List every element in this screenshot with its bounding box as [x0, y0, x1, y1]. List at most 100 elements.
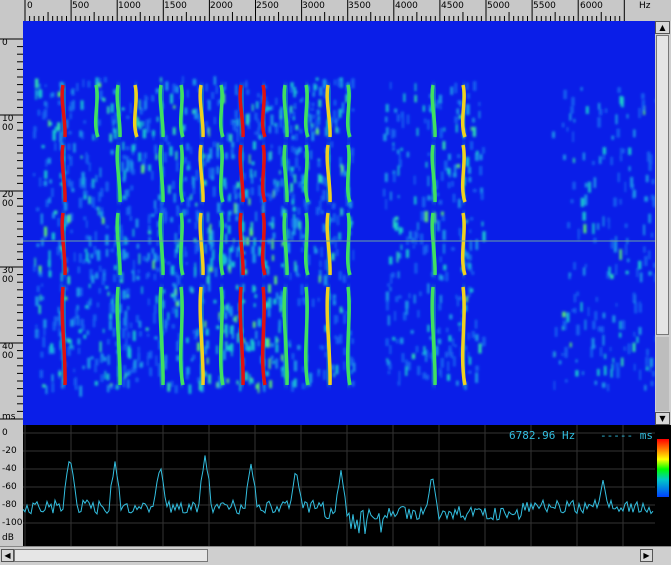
freq-tick-label: 3500 — [348, 1, 371, 11]
formant-stroke — [463, 145, 465, 202]
spectrogram-speckle — [425, 245, 428, 253]
spectrogram-speckle — [228, 225, 231, 233]
spectrogram-speckle — [570, 342, 572, 347]
spectrogram-speckle — [170, 94, 173, 104]
spectrogram-speckle — [616, 362, 619, 367]
spectrogram-speckle — [37, 331, 40, 339]
spectrogram-speckle — [298, 208, 300, 215]
spectrogram-speckle — [469, 229, 471, 233]
spectrogram-speckle — [125, 318, 127, 325]
spectrogram-speckle — [84, 120, 86, 123]
spectrogram-speckle — [448, 348, 451, 352]
vertical-scroll-thumb[interactable] — [656, 35, 669, 335]
spectrogram-speckle — [126, 116, 129, 119]
scroll-right-button[interactable]: ▶ — [640, 549, 653, 562]
spectrogram-speckle — [448, 154, 451, 160]
spectrogram-speckle — [448, 182, 450, 188]
vertical-scrollbar[interactable]: ▲ ▼ — [655, 21, 671, 425]
spectrogram-speckle — [253, 321, 256, 327]
spectrogram-speckle — [274, 276, 277, 285]
spectrogram-speckle — [604, 354, 606, 359]
spectrogram-speckle — [171, 293, 174, 297]
spectrogram-speckle — [188, 219, 190, 222]
spectrogram-speckle — [127, 372, 130, 375]
spectrogram-speckle — [127, 295, 129, 298]
spectrogram-speckle — [295, 157, 298, 167]
spectrogram-speckle — [571, 199, 574, 203]
spectrogram-speckle — [610, 274, 613, 279]
scroll-up-button[interactable]: ▲ — [655, 21, 670, 34]
spectrogram-speckle — [445, 352, 448, 358]
spectrogram-speckle — [167, 262, 170, 265]
spectrogram-speckle — [633, 343, 636, 352]
spectrogram-speckle — [650, 358, 653, 367]
spectrogram-speckle — [35, 89, 37, 100]
spectrogram-speckle — [633, 129, 635, 137]
spectrogram-speckle — [83, 216, 86, 220]
spectrogram-speckle — [105, 182, 108, 192]
spectrogram-speckle — [572, 309, 575, 313]
spectrogram-speckle — [597, 117, 600, 127]
spectrogram-speckle — [472, 331, 475, 338]
spectrogram-speckle — [470, 240, 472, 250]
spectrogram-speckle — [138, 152, 141, 161]
spectrogram-speckle — [634, 364, 636, 371]
vertical-scroll-track[interactable] — [656, 337, 669, 411]
spectrogram-speckle — [599, 156, 601, 164]
spectrogram-speckle — [415, 83, 417, 91]
spectrogram-speckle — [163, 208, 166, 214]
spectrogram-speckle — [269, 222, 272, 225]
spectrogram-speckle — [409, 293, 411, 298]
spectrogram-speckle — [251, 379, 254, 383]
spectrogram-speckle — [194, 267, 196, 276]
spectrogram-speckle — [80, 288, 83, 296]
spectrogram-speckle — [89, 284, 91, 288]
spectrogram-speckle — [67, 214, 70, 223]
spectrogram-speckle — [130, 370, 132, 374]
spectrogram-speckle — [318, 298, 320, 302]
spectrogram-speckle — [469, 177, 472, 182]
spectrogram-speckle — [292, 135, 295, 140]
spectrogram-speckle — [583, 267, 585, 275]
spectrogram-speckle — [68, 154, 70, 160]
spectrogram-speckle — [44, 181, 47, 186]
spectrum-slice-view[interactable]: 6782.96 Hz ----- ms — [23, 425, 655, 546]
spectrogram-speckle — [585, 320, 587, 330]
spectrogram-speckle — [130, 216, 132, 221]
spectrogram-speckle — [88, 196, 90, 204]
spectrogram-view[interactable] — [23, 21, 655, 425]
spectrogram-speckle — [110, 305, 113, 311]
spectrogram-speckle — [339, 109, 342, 118]
spectrogram-speckle — [605, 108, 607, 113]
scroll-left-button[interactable]: ◀ — [1, 549, 14, 562]
freq-tick-label: 2500 — [256, 1, 279, 11]
spectrogram-speckle — [334, 236, 337, 241]
time-tick-label: 1000 — [2, 115, 16, 133]
spectrogram-speckle — [148, 272, 150, 277]
spectrogram-speckle — [148, 253, 150, 260]
spectrogram-speckle — [646, 349, 649, 356]
spectrogram-speckle — [42, 145, 45, 148]
spectrogram-speckle — [100, 211, 103, 217]
horizontal-scroll-thumb[interactable] — [14, 549, 208, 562]
spectrogram-speckle — [411, 330, 414, 334]
spectrogram-speckle — [299, 221, 302, 230]
spectrogram-speckle — [647, 152, 650, 162]
spectrogram-speckle — [268, 284, 271, 293]
spectrogram-speckle — [648, 271, 651, 275]
spectrogram-speckle — [175, 289, 177, 295]
spectrogram-speckle — [387, 283, 389, 286]
spectrogram-speckle — [293, 207, 296, 212]
scroll-down-button[interactable]: ▼ — [655, 412, 670, 425]
spectrogram-speckle — [49, 250, 51, 260]
horizontal-scrollbar[interactable]: ◀ ▶ — [0, 546, 671, 565]
spectrogram-speckle — [417, 366, 420, 375]
spectrogram-speckle — [396, 339, 398, 343]
spectrogram-speckle — [471, 127, 473, 131]
spectrogram-speckle — [104, 77, 107, 83]
spectrogram-speckle — [255, 294, 257, 298]
spectrogram-speckle — [298, 298, 301, 306]
spectrogram-speckle — [630, 177, 633, 187]
spectrogram-speckle — [592, 223, 594, 234]
spectrogram-speckle — [399, 253, 402, 259]
